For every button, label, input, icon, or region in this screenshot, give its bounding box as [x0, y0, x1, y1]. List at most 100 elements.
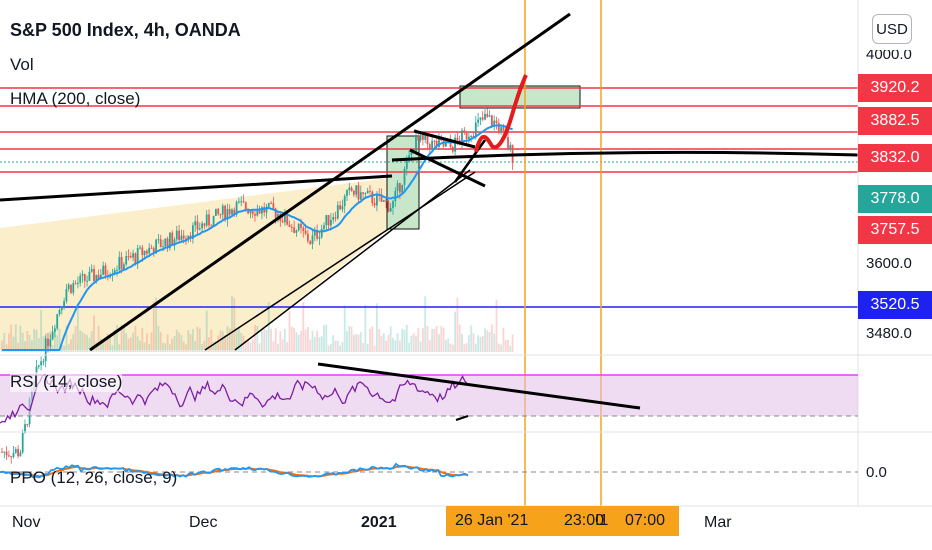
volume-bar: [198, 328, 201, 352]
volume-indicator-label[interactable]: Vol: [10, 55, 34, 74]
candle-body: [93, 268, 95, 281]
candle-body: [307, 233, 309, 242]
volume-bar: [79, 330, 82, 352]
candle-body: [382, 200, 385, 202]
candle-body: [449, 141, 452, 147]
candle-body: [435, 140, 438, 147]
volume-bar: [318, 337, 321, 352]
candle-body: [431, 140, 433, 150]
currency-button[interactable]: USD: [872, 14, 912, 44]
price-tick-3480: 3480.0: [866, 325, 912, 342]
volume-bar: [378, 329, 381, 352]
candle-body: [509, 144, 512, 150]
volume-bar: [5, 344, 8, 352]
volume-bar: [297, 334, 300, 352]
time-highlight-time-2: 07:00: [625, 512, 666, 529]
candle-body: [42, 361, 45, 363]
volume-bar: [224, 334, 226, 352]
hma-indicator-label[interactable]: HMA (200, close): [10, 89, 141, 108]
volume-bar: [182, 341, 185, 352]
volume-bar: [127, 338, 130, 352]
volume-bar: [353, 334, 355, 352]
candle-body: [309, 241, 312, 244]
candle-body: [470, 135, 473, 137]
candle-body: [254, 213, 256, 216]
candle-body: [162, 246, 164, 248]
candle-body: [139, 247, 141, 249]
volume-bar: [123, 325, 125, 352]
volume-bar: [320, 336, 323, 352]
volume-bar: [327, 345, 330, 352]
candle-body: [410, 152, 413, 156]
volume-bar: [380, 335, 383, 352]
volume-bar: [164, 343, 167, 352]
candle-body: [194, 221, 197, 226]
candle-body: [228, 209, 231, 215]
candle-body: [81, 274, 84, 276]
candle-body: [152, 248, 155, 254]
candle-body: [125, 256, 128, 265]
time-highlight-bar: 26 Jan '21 23:00 !1 07:00: [446, 506, 679, 536]
volume-bar: [148, 343, 151, 352]
candle-body: [293, 227, 295, 233]
volume-bar: [307, 327, 309, 352]
candle-body: [19, 452, 22, 457]
volume-bar: [428, 340, 431, 352]
candle-body: [387, 201, 390, 212]
ppo-tick-zero: 0.0: [866, 464, 887, 481]
volume-bar: [389, 326, 392, 352]
volume-bar: [104, 338, 107, 352]
volume-bar: [463, 344, 466, 352]
candle-body: [221, 205, 224, 215]
candle-body: [251, 210, 254, 214]
candle-body: [83, 274, 86, 281]
candle-body: [171, 232, 174, 245]
volume-bar: [491, 324, 493, 352]
candle-body: [54, 328, 56, 332]
candle-body: [141, 247, 144, 256]
volume-bar: [472, 333, 475, 352]
volume-bar: [461, 333, 463, 352]
volume-bar: [81, 332, 84, 352]
candle-body: [456, 137, 459, 141]
volume-bar: [86, 334, 88, 352]
candle-body: [261, 207, 263, 214]
rsi-band: [0, 375, 858, 416]
volume-bar: [403, 329, 406, 352]
volume-bar: [417, 327, 420, 352]
candle-body: [88, 271, 91, 281]
volume-bar: [240, 332, 243, 352]
candle-body: [95, 274, 98, 281]
rsi-indicator-label[interactable]: RSI (14, close): [10, 372, 123, 392]
volume-bar: [265, 330, 268, 352]
candle-body: [242, 201, 245, 203]
candle-body: [468, 136, 470, 140]
candle-body: [21, 432, 24, 453]
candle-body: [479, 117, 482, 120]
volume-bar: [171, 338, 174, 352]
candle-body: [339, 205, 341, 210]
candle-body: [343, 195, 346, 207]
ppo-indicator-label[interactable]: PPO (12, 26, close, 9): [10, 468, 178, 487]
candle-body: [313, 230, 316, 236]
candle-body: [461, 130, 463, 144]
volume-bar: [355, 334, 358, 352]
volume-bar: [343, 305, 346, 352]
volume-bar: [17, 342, 19, 352]
candle-body: [507, 137, 509, 150]
volume-bar: [210, 329, 213, 352]
volume-bar: [440, 326, 443, 352]
candle-body: [472, 135, 475, 137]
candle-body: [263, 207, 266, 213]
candle-body: [208, 214, 210, 226]
candle-body: [353, 190, 355, 195]
volume-bar: [369, 328, 371, 352]
candle-body: [355, 185, 358, 195]
time-highlight-time: 23:00: [564, 512, 605, 529]
volume-bar: [288, 310, 291, 352]
candle-body: [77, 283, 79, 285]
time-label-dec: Dec: [189, 514, 218, 531]
volume-bar: [279, 331, 282, 352]
volume-bar: [58, 328, 61, 352]
volume-bar: [12, 336, 15, 352]
